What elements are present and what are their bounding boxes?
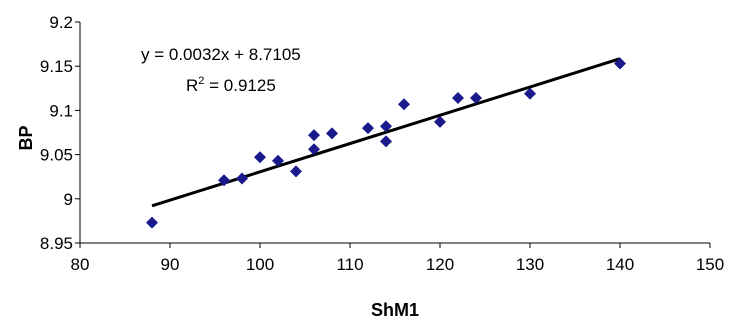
data-point bbox=[272, 154, 284, 167]
x-tick-label: 150 bbox=[696, 255, 724, 274]
x-tick-label: 90 bbox=[161, 255, 180, 274]
data-points bbox=[146, 57, 626, 229]
r-squared-symbol: R bbox=[186, 76, 198, 95]
x-tick-label: 80 bbox=[71, 255, 90, 274]
data-point bbox=[254, 151, 266, 164]
r-squared-exponent: 2 bbox=[198, 75, 204, 87]
y-tick-label: 9.2 bbox=[49, 13, 73, 32]
data-point bbox=[380, 120, 392, 133]
data-point bbox=[398, 98, 410, 111]
data-point bbox=[308, 143, 320, 156]
data-point bbox=[290, 165, 302, 178]
r-squared-label: R2 = 0.9125 bbox=[186, 75, 276, 95]
data-point bbox=[470, 92, 482, 105]
x-axis-ticks: 80 90 100 110 120 130 140 150 bbox=[71, 243, 724, 274]
data-point bbox=[614, 57, 626, 70]
y-tick-label: 8.95 bbox=[40, 234, 73, 253]
data-point bbox=[362, 122, 374, 135]
y-tick-label: 9.05 bbox=[40, 146, 73, 165]
y-tick-label: 9 bbox=[64, 190, 73, 209]
x-tick-label: 110 bbox=[336, 255, 363, 274]
data-point bbox=[452, 92, 464, 105]
y-axis-ticks: 8.95 9 9.05 9.1 9.15 9.2 bbox=[40, 13, 80, 253]
data-point bbox=[326, 127, 338, 140]
plot-area: 80 90 100 110 120 130 140 150 8.95 9 9.05 9.1 9.15 9… bbox=[40, 13, 724, 274]
x-tick-label: 100 bbox=[246, 255, 274, 274]
x-tick-label: 120 bbox=[426, 255, 454, 274]
data-point bbox=[308, 129, 320, 142]
x-tick-label: 140 bbox=[606, 255, 634, 274]
r-squared-value: = 0.9125 bbox=[204, 76, 275, 95]
data-point bbox=[218, 174, 230, 187]
y-axis-title: BP bbox=[16, 125, 36, 150]
y-tick-label: 9.1 bbox=[49, 101, 73, 120]
data-point bbox=[524, 87, 536, 100]
data-point bbox=[146, 216, 158, 229]
data-point bbox=[434, 115, 446, 128]
data-point bbox=[236, 172, 248, 185]
trendline-equation: y = 0.0032x + 8.7105 bbox=[141, 45, 301, 64]
data-point bbox=[380, 135, 392, 148]
x-axis-title: ShM1 bbox=[371, 300, 419, 320]
y-tick-label: 9.15 bbox=[40, 57, 73, 76]
x-tick-label: 130 bbox=[516, 255, 544, 274]
